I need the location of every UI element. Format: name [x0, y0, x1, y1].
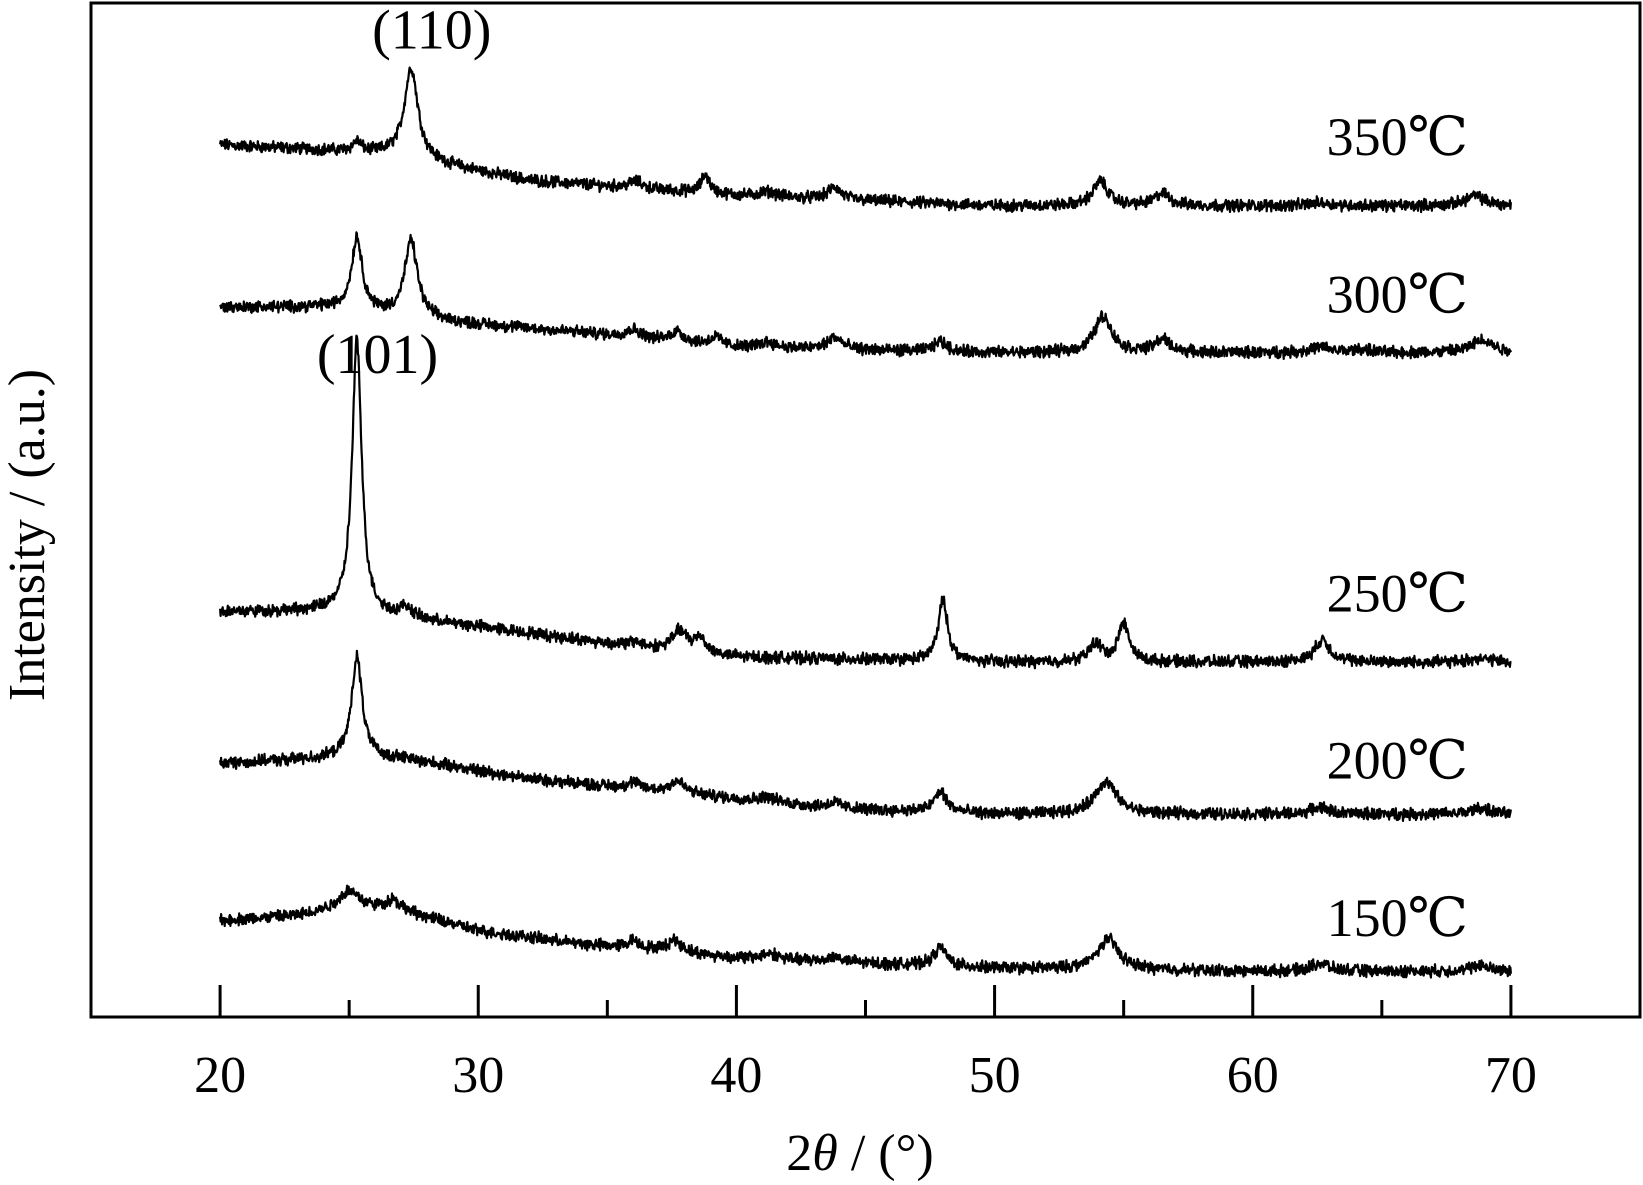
- x-tick-label: 40: [710, 1047, 762, 1104]
- x-tick-label: 20: [194, 1047, 246, 1104]
- x-tick-label: 70: [1485, 1047, 1537, 1104]
- peak-annotation: (101): [317, 324, 438, 386]
- series-layer: [219, 66, 1512, 979]
- series-line: [219, 334, 1512, 670]
- series-label: 200℃: [1327, 731, 1468, 791]
- series-label: 300℃: [1327, 264, 1468, 324]
- series-label: 350℃: [1327, 107, 1468, 167]
- series-label: 250℃: [1327, 563, 1468, 623]
- x-tick-label: 30: [452, 1047, 504, 1104]
- x-axis-title: 2θ / (°): [786, 1125, 933, 1182]
- series-label: 150℃: [1327, 888, 1468, 948]
- series-line: [219, 66, 1512, 214]
- peak-annotation: (110): [372, 0, 491, 62]
- x-axis-ticks: 20 30 40 50 60 70: [194, 985, 1537, 1104]
- series-line: [219, 649, 1512, 822]
- x-tick-label: 50: [969, 1047, 1021, 1104]
- series-line: [219, 231, 1512, 360]
- y-axis-title: Intensity / (a.u.): [0, 369, 56, 701]
- series-line: [219, 884, 1512, 979]
- x-tick-label: 60: [1227, 1047, 1279, 1104]
- label-layer: 350℃ 300℃ 250℃ 200℃ 150℃ (110) (101): [317, 0, 1468, 948]
